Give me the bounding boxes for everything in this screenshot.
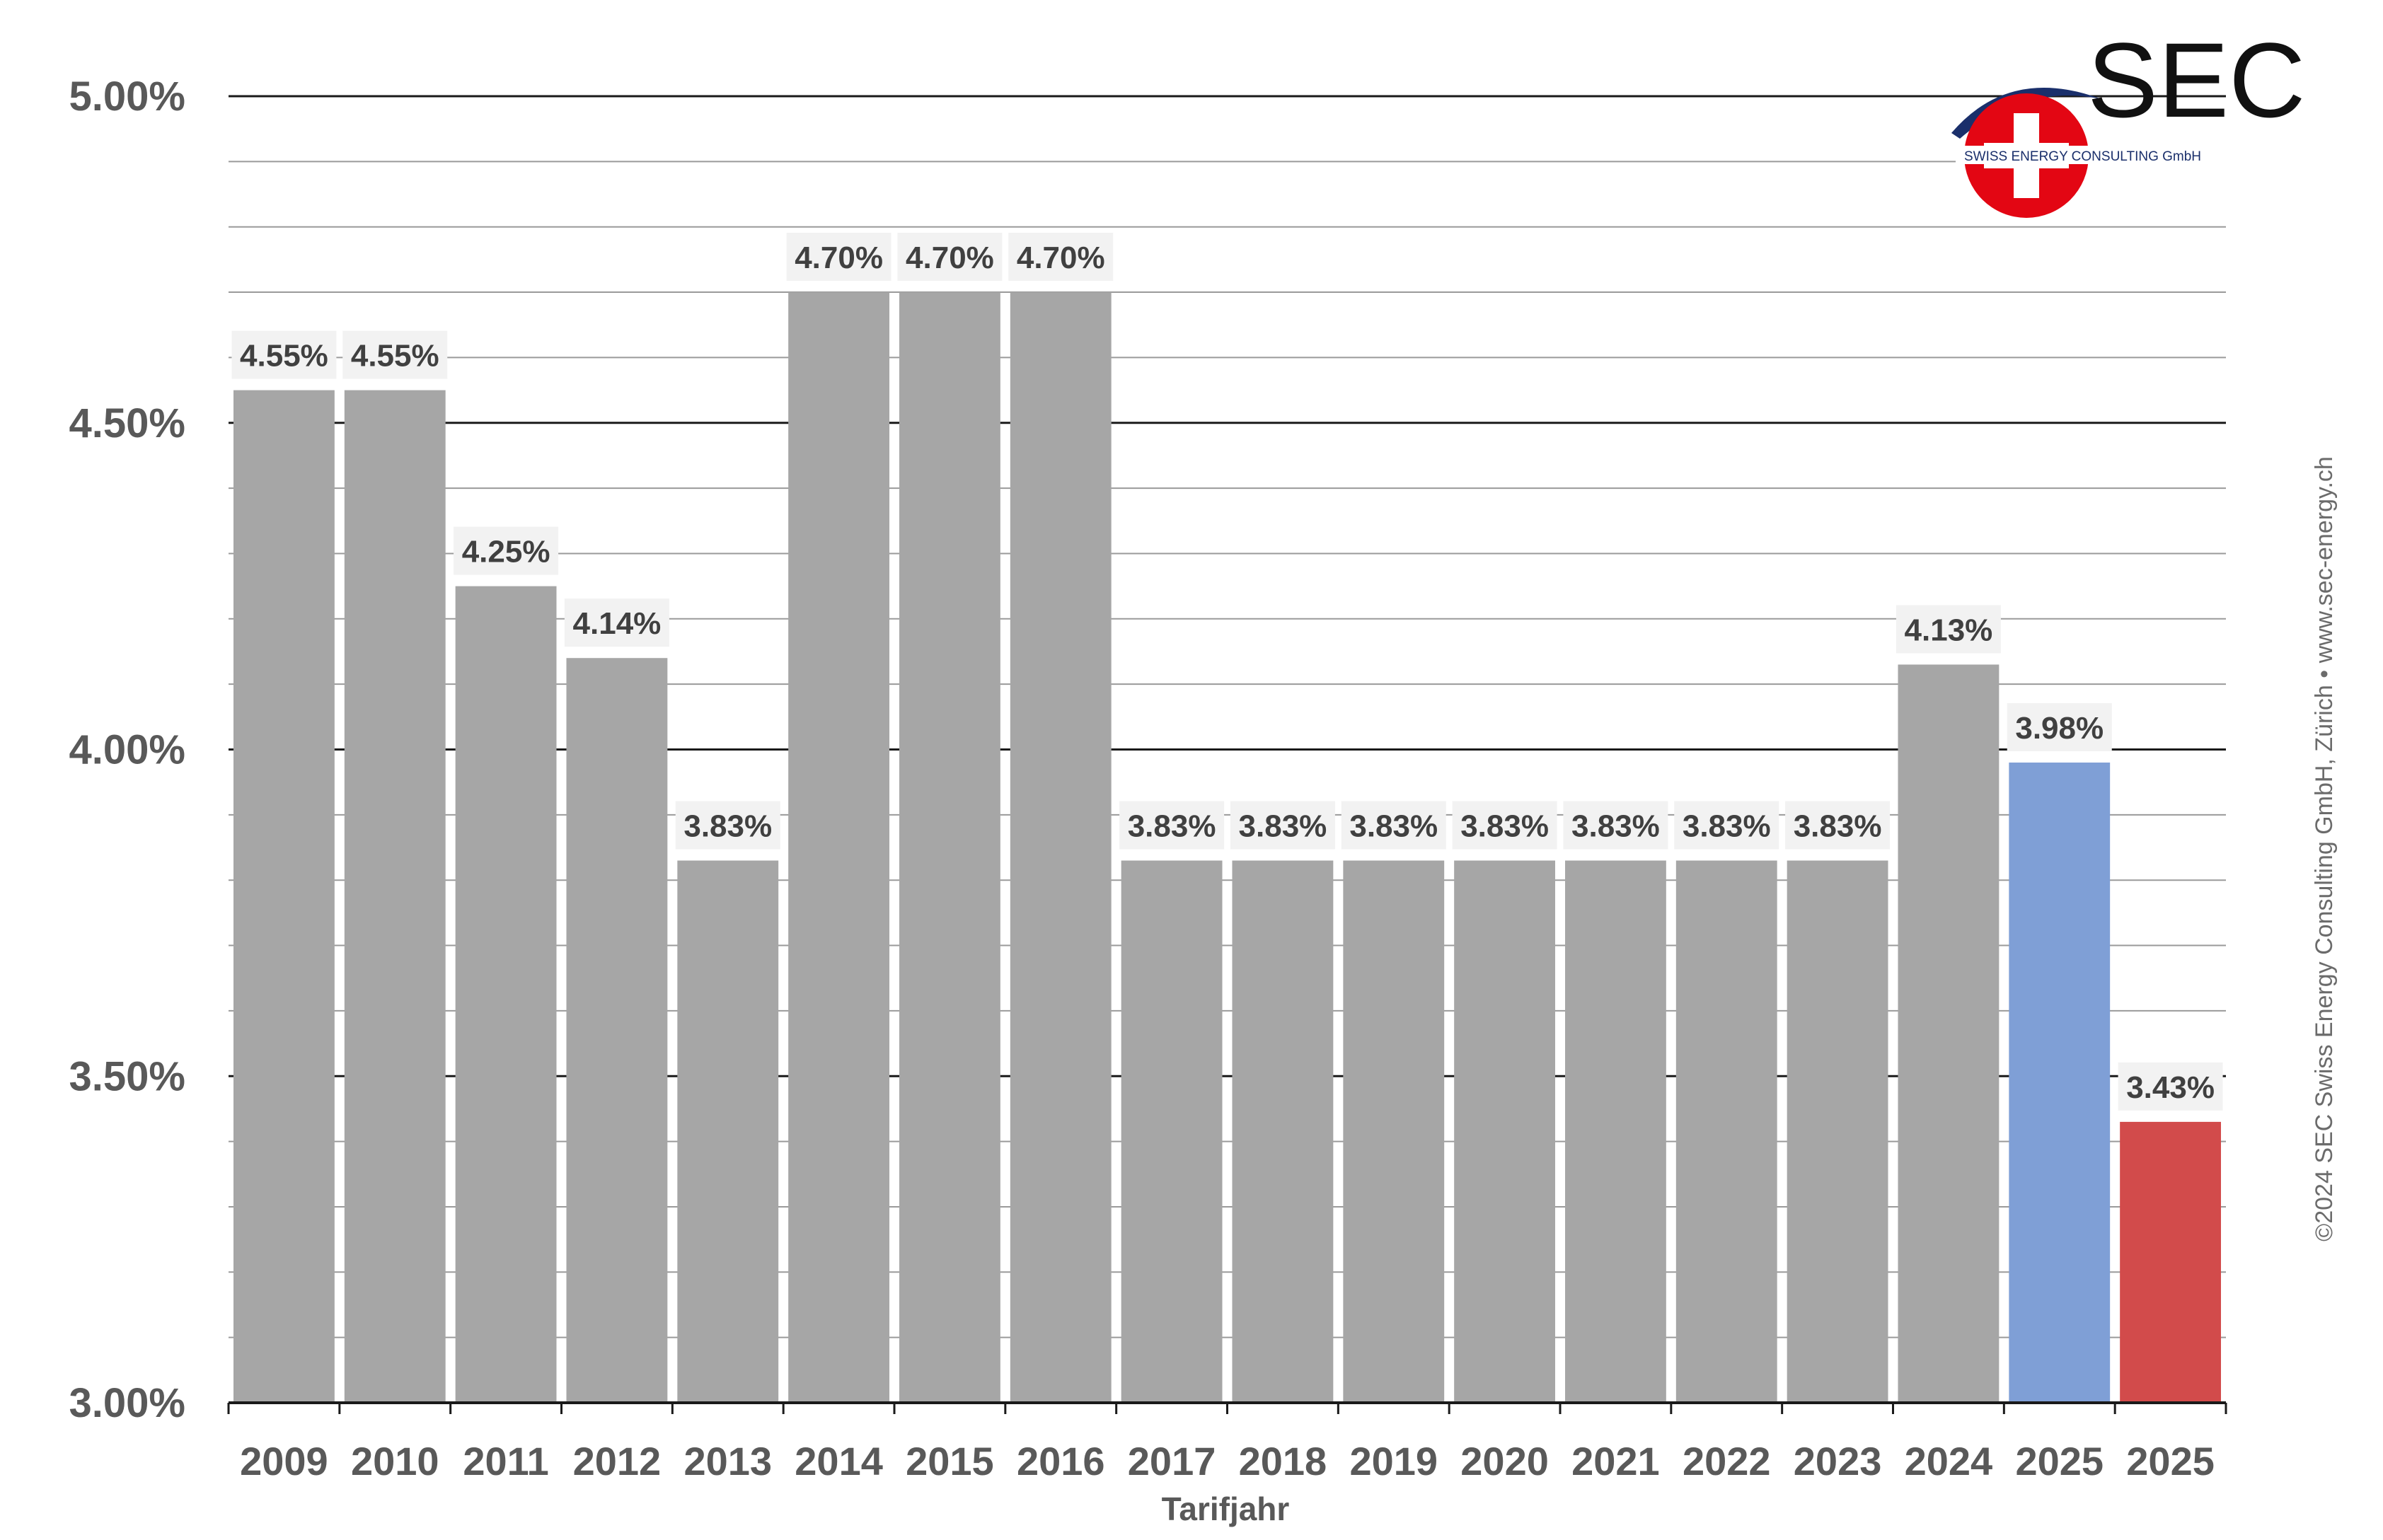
data-labels: 4.55% 4.55% 4.25% 4.14% 3.83% 4.70% 4.70% 4.70%… [231, 233, 2223, 1111]
x-tick-label: 2022 [1683, 1439, 1771, 1483]
y-tick-label: 3.00% [69, 1380, 185, 1426]
data-label-background [675, 801, 780, 850]
data-label: 4.70% [1017, 241, 1105, 275]
bar-2014 [788, 292, 889, 1403]
x-tick-label: 2011 [463, 1439, 549, 1483]
data-label-background [1896, 605, 2001, 654]
bar-2025 [2009, 762, 2111, 1403]
data-label-background [231, 330, 337, 379]
data-label: 3.83% [1460, 809, 1549, 843]
copyright-text: ©2024 SEC Swiss Energy Consulting GmbH, … [2311, 456, 2338, 1241]
bar-2025 [2120, 1121, 2221, 1403]
data-label: 4.55% [351, 339, 439, 374]
data-label-background [2007, 702, 2112, 751]
logo-subtitle: SWISS ENERGY CONSULTING GmbH [1964, 149, 2201, 164]
y-tick-label: 4.50% [69, 400, 185, 446]
axes: 3.00% 3.50% 4.00% 4.50% 5.00% 2009 2010 2011 201… [69, 74, 2227, 1483]
y-tick-label: 5.00% [69, 74, 185, 120]
data-label-background [1674, 801, 1779, 850]
bar-2022 [1675, 860, 1777, 1403]
sec-logo: SEC SWISS ENERGY CONSULTING GmbH [1951, 21, 2305, 218]
logo-subtitle-band [1956, 146, 2254, 164]
data-label: 3.83% [1239, 809, 1327, 843]
x-tick-label: 2012 [573, 1439, 662, 1483]
bar-2015 [899, 292, 1000, 1403]
bar-2016 [1010, 292, 1112, 1403]
data-label-background [1452, 801, 1557, 850]
x-axis-title: Tarifjahr [1162, 1490, 1290, 1527]
data-label-background [1563, 801, 1668, 850]
x-tick-label: 2023 [1794, 1439, 1882, 1483]
data-label: 3.83% [1349, 809, 1438, 843]
bar-2023 [1787, 860, 1888, 1403]
data-label: 3.83% [683, 809, 772, 843]
bar-2017 [1121, 860, 1223, 1403]
bar-2009 [233, 390, 335, 1403]
data-label-background [1008, 233, 1114, 282]
x-tick-label: 2009 [240, 1439, 328, 1483]
bars [233, 292, 2221, 1403]
data-label-background [1341, 801, 1446, 850]
x-tick-label: 2017 [1128, 1439, 1216, 1483]
bar-2018 [1232, 860, 1334, 1403]
data-label: 3.83% [1571, 809, 1660, 843]
x-tick-label: 2024 [1905, 1439, 1993, 1483]
y-tick-label: 3.50% [69, 1053, 185, 1099]
x-tick-label: 2021 [1571, 1439, 1660, 1483]
data-label: 4.14% [573, 606, 662, 641]
logo-wordmark: SEC [2087, 21, 2305, 139]
data-label-background [2118, 1062, 2223, 1111]
data-label: 3.98% [2015, 711, 2104, 746]
data-label: 3.83% [1794, 809, 1882, 843]
bar-2012 [566, 658, 668, 1403]
x-tick-label: 2010 [351, 1439, 439, 1483]
bar-2019 [1343, 860, 1445, 1403]
x-tick-label: 2018 [1239, 1439, 1327, 1483]
y-tick-label: 4.00% [69, 727, 185, 773]
data-label: 4.55% [240, 339, 328, 374]
bar-2011 [455, 586, 557, 1403]
data-label-background [564, 598, 669, 647]
data-label-background [342, 330, 448, 379]
bar-2020 [1454, 860, 1555, 1403]
bar-2013 [677, 860, 779, 1403]
x-tick-label: 2019 [1349, 1439, 1438, 1483]
data-label: 4.70% [906, 241, 994, 275]
x-tick-label: 2016 [1017, 1439, 1105, 1483]
data-label-background [1119, 801, 1225, 850]
x-tick-label: 2013 [683, 1439, 772, 1483]
data-label: 4.70% [795, 241, 883, 275]
bar-2010 [344, 390, 446, 1403]
data-label-background [1785, 801, 1891, 850]
bar-2024 [1898, 664, 2000, 1403]
x-tick-label: 2015 [906, 1439, 994, 1483]
data-label-background [454, 526, 559, 575]
bar-2021 [1565, 860, 1666, 1403]
grid-lines [229, 95, 2226, 1338]
x-tick-label: 2014 [795, 1439, 883, 1483]
data-label: 3.83% [1683, 809, 1771, 843]
data-label-background [897, 233, 1003, 282]
x-tick-label: 2025 [2126, 1439, 2215, 1483]
data-label: 3.43% [2126, 1070, 2215, 1105]
data-label-background [1230, 801, 1335, 850]
x-tick-label: 2025 [2015, 1439, 2104, 1483]
data-label: 4.13% [1905, 613, 1993, 647]
data-label-background [786, 233, 892, 282]
data-label: 4.25% [462, 535, 550, 569]
x-tick-label: 2020 [1460, 1439, 1549, 1483]
data-label: 3.83% [1128, 809, 1216, 843]
